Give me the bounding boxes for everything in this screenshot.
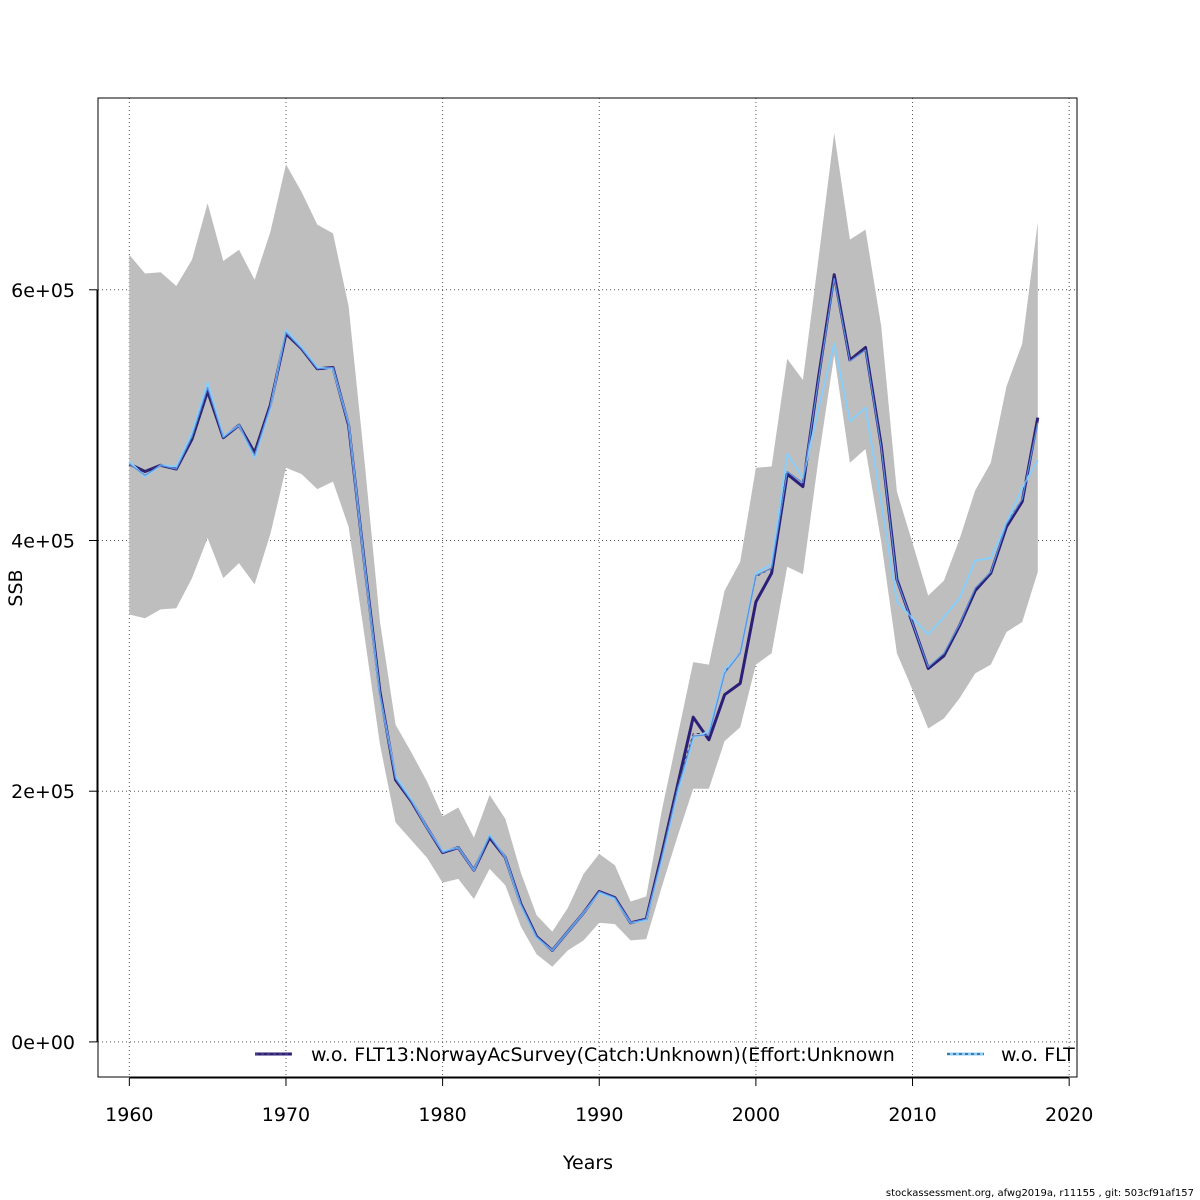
x-tick-label-2020: 2020 — [1045, 1104, 1093, 1126]
y-tick-label-3: 6e+05 — [11, 280, 75, 302]
legend: w.o. FLT13:NorwayAcSurvey(Catch:Unknown)… — [255, 1044, 1075, 1066]
x-tick-label-2010: 2010 — [888, 1104, 936, 1126]
legend-label-1: w.o. FLT13:NorwayAcSurvey(Catch:Unknown)… — [311, 1044, 895, 1066]
series-line-4 — [128, 277, 1039, 952]
x-axis: 1960 1970 1980 1990 2000 2010 2020 — [105, 1077, 1093, 1126]
footer-note: stockassessment.org, afwg2019a, r11155 ,… — [886, 1188, 1194, 1199]
plot-frame — [97, 97, 1078, 1078]
y-axis: 0e+00 2e+05 4e+05 6e+05 — [11, 280, 98, 1054]
x-tick-label-1970: 1970 — [262, 1104, 310, 1126]
x-tick-label-1980: 1980 — [418, 1104, 466, 1126]
series-lines — [128, 273, 1040, 952]
x-tick-label-2000: 2000 — [732, 1104, 780, 1126]
y-tick-label-1: 2e+05 — [11, 781, 75, 803]
y-tick-label-2: 4e+05 — [11, 530, 75, 552]
x-tick-label-1990: 1990 — [575, 1104, 623, 1126]
legend-label-2: w.o. FLT — [1001, 1044, 1075, 1066]
confidence-band — [129, 133, 1038, 967]
x-axis-title: Years — [562, 1152, 613, 1174]
y-axis-title: SSB — [5, 569, 27, 606]
x-tick-label-1960: 1960 — [105, 1104, 153, 1126]
y-tick-label-0: 0e+00 — [11, 1032, 75, 1054]
